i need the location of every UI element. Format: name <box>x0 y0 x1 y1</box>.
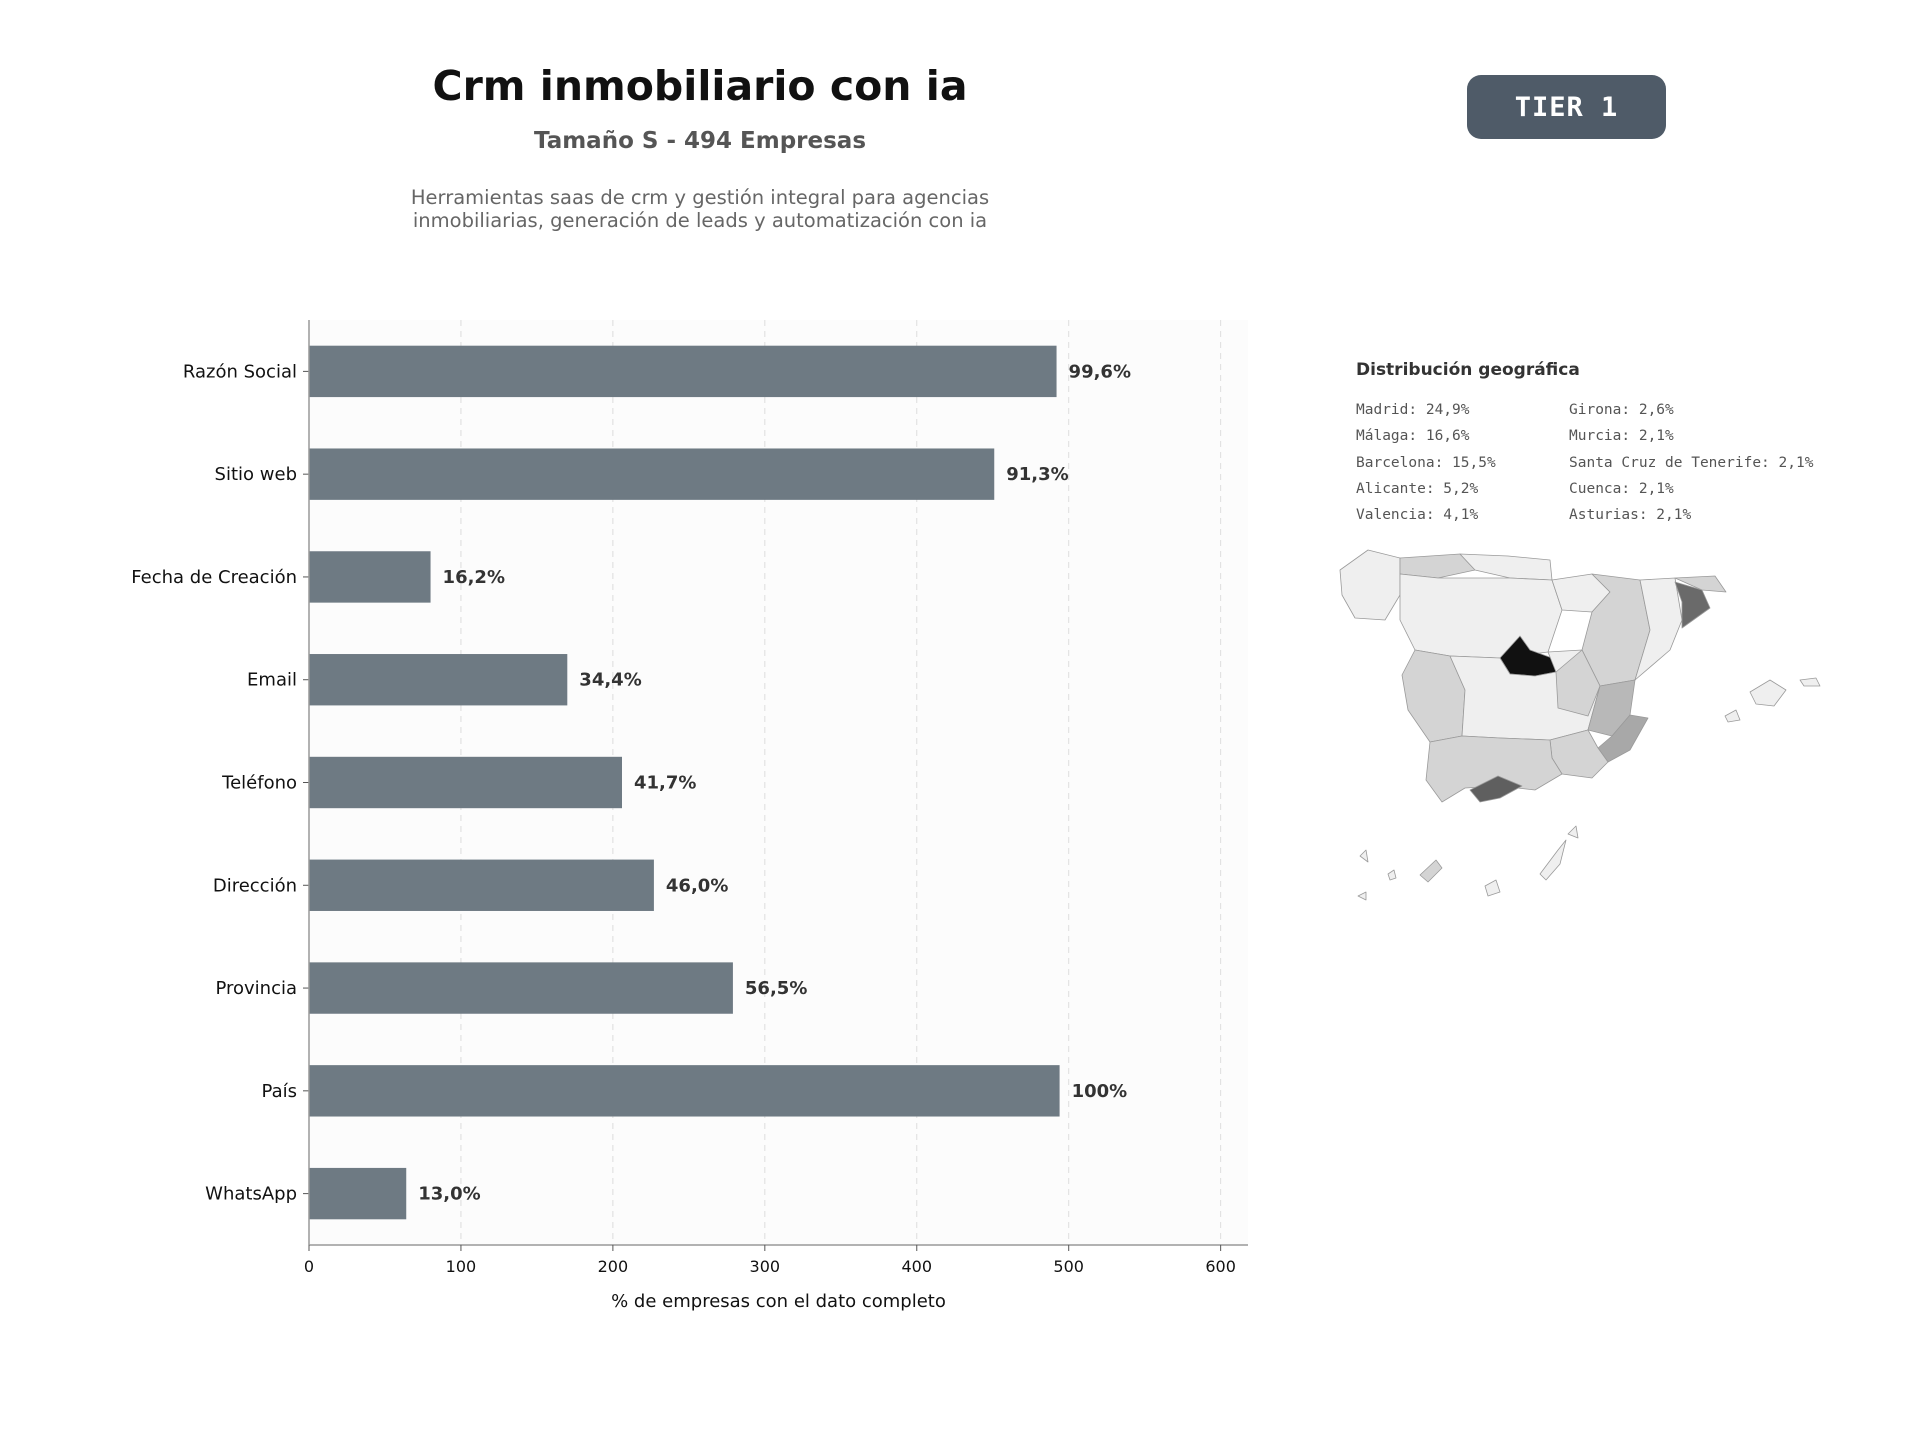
description-line-2: inmobiliarias, generación de leads y aut… <box>412 209 988 232</box>
x-tick-label: 400 <box>901 1257 932 1276</box>
y-tick-label: Dirección <box>213 875 297 896</box>
data-label: 41,7% <box>634 773 696 794</box>
geo-entry-murcia: Murcia: 2,1% <box>1569 428 1674 445</box>
data-label: 100% <box>1072 1081 1128 1102</box>
data-label: 91,3% <box>1006 464 1068 485</box>
bar <box>309 962 733 1014</box>
geo-entry-barcelona: Barcelona: 15,5% <box>1356 454 1496 471</box>
completeness-bar-chart: Razón Social 99,6% Sitio web 91,3% Fecha de … <box>131 320 1248 1312</box>
map-region-cuenca <box>1555 649 1601 717</box>
bar <box>309 1065 1060 1117</box>
map-region-malaga <box>1469 775 1523 803</box>
page-title: Crm inmobiliario con ia <box>432 62 968 110</box>
map-region-barcelona <box>1674 581 1711 629</box>
y-tick-label: Email <box>247 670 297 691</box>
data-label: 46,0% <box>666 875 728 896</box>
geo-entry-girona: Girona: 2,6% <box>1569 402 1674 418</box>
x-tick-label: 300 <box>750 1257 781 1276</box>
map-region-canarias-hierro <box>1357 891 1367 901</box>
y-tick-label: WhatsApp <box>205 1184 297 1205</box>
data-label: 56,5% <box>745 978 807 999</box>
map-region-canarias-tenerife <box>1419 859 1443 883</box>
data-label: 16,2% <box>443 567 505 588</box>
geo-entry-cuenca: Cuenca: 2,1% <box>1569 480 1674 497</box>
page-subtitle: Tamaño S - 494 Empresas <box>533 128 867 154</box>
bar <box>309 448 995 500</box>
data-label: 34,4% <box>579 670 641 691</box>
x-axis-title: % de empresas con el dato completo <box>611 1291 946 1312</box>
map-region-canarias-fuerteventura <box>1539 839 1567 881</box>
bar <box>309 345 1057 398</box>
map-region-galicia <box>1339 549 1401 621</box>
x-tick-label: 500 <box>1053 1257 1084 1276</box>
geo-entry-valencia: Valencia: 4,1% <box>1356 507 1479 524</box>
geo-entry-asturias: Asturias: 2,1% <box>1569 507 1692 524</box>
map-region-baleares-menorca <box>1799 677 1821 687</box>
tier-badge: TIER 1 <box>1467 75 1666 139</box>
map-region-girona <box>1674 575 1727 593</box>
geo-entry-alicante: Alicante: 5,2% <box>1356 480 1479 497</box>
bar <box>309 1167 407 1220</box>
x-tick-label: 0 <box>304 1257 314 1276</box>
page-description: Herramientas saas de crm y gestión integ… <box>360 186 1040 232</box>
map-region-castilla-leon <box>1399 573 1563 659</box>
geo-entry-malaga: Málaga: 16,6% <box>1356 428 1470 445</box>
geo-entry-santa-cruz: Santa Cruz de Tenerife: 2,1% <box>1569 454 1814 471</box>
map-region-baleares-ibiza <box>1724 709 1741 723</box>
map-region-andalucia <box>1425 735 1563 803</box>
spain-province-map <box>1339 549 1821 901</box>
y-tick-label: Fecha de Creación <box>131 567 297 588</box>
map-region-cantabria <box>1459 553 1553 581</box>
bar <box>309 756 622 809</box>
geo-entry-madrid: Madrid: 24,9% <box>1356 402 1470 418</box>
map-region-canarias-lanzarote <box>1567 825 1579 839</box>
map-region-canarias-la-palma <box>1359 849 1369 863</box>
map-region-asturias <box>1399 553 1476 579</box>
geo-distribution-title: Distribución geográfica <box>1356 360 1580 380</box>
x-tick-label: 600 <box>1205 1257 1236 1276</box>
y-tick-label: País <box>262 1081 297 1102</box>
x-tick-label: 200 <box>598 1257 629 1276</box>
bar <box>309 859 654 911</box>
y-tick-label: Sitio web <box>215 464 297 485</box>
y-tick-label: Teléfono <box>221 773 297 794</box>
data-label: 13,0% <box>418 1184 480 1205</box>
geo-distribution-list: Madrid: 24,9% Girona: 2,6% Málaga: 16,6%… <box>1356 397 1836 528</box>
bar <box>309 551 431 603</box>
y-tick-label: Razón Social <box>183 361 297 382</box>
data-label: 99,6% <box>1069 361 1131 382</box>
map-region-canarias-gran-canaria <box>1484 879 1501 897</box>
bar <box>309 654 568 706</box>
x-tick-label: 100 <box>446 1257 477 1276</box>
description-line-1: Herramientas saas de crm y gestión integ… <box>410 186 990 209</box>
y-tick-label: Provincia <box>215 978 297 999</box>
map-region-canarias-gomera <box>1387 869 1397 881</box>
map-region-baleares-mallorca <box>1749 679 1787 707</box>
